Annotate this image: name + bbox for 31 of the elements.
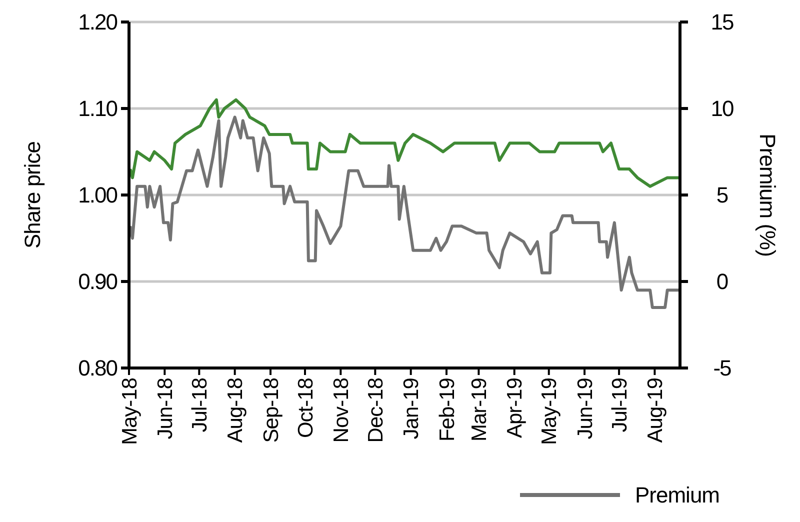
y-tick-label: 1.10 [78, 96, 118, 122]
x-tick-label: Jan-19 [400, 378, 424, 440]
x-tick-label: Sep-18 [260, 378, 283, 443]
x-tick-label: May-18 [118, 378, 142, 446]
y2-tick-label: 15 [710, 10, 734, 35]
y2-tick-label: -5 [713, 356, 732, 381]
x-tick-label: Aug-18 [224, 378, 248, 443]
x-tick-label: Apr-19 [504, 378, 527, 438]
x-tick-label: Jul-19 [608, 378, 632, 432]
y2-axis-title: Premium (%) [755, 134, 780, 256]
line-series [128, 116, 682, 309]
y2-tick-label: 10 [710, 96, 734, 122]
y-tick-label: 1.20 [78, 10, 118, 35]
x-tick-label: May-19 [538, 378, 562, 446]
y-tick-label: 1.00 [78, 182, 118, 208]
x-tick-label: Jun-18 [154, 378, 178, 440]
y2-tick-label: 0 [716, 269, 728, 294]
x-tick-label: Jun-19 [574, 378, 597, 440]
y2-tick-label: 5 [716, 182, 728, 208]
x-tick-label: Feb-19 [436, 378, 459, 442]
line-series [128, 98, 682, 188]
x-tick-label: Dec-18 [364, 378, 388, 443]
x-tick-label: Oct-18 [294, 378, 318, 438]
y-axis-title: Share price [20, 141, 45, 249]
x-tick-label: Jul-18 [188, 378, 212, 432]
x-tick-label: Aug-19 [644, 378, 668, 443]
y-tick-label: 0.90 [78, 269, 118, 294]
y-tick-label: 0.80 [78, 356, 118, 381]
x-tick-label: Mar-19 [468, 378, 492, 442]
x-tick-label: Nov-18 [330, 378, 354, 443]
legend-label: Premium [635, 482, 720, 508]
